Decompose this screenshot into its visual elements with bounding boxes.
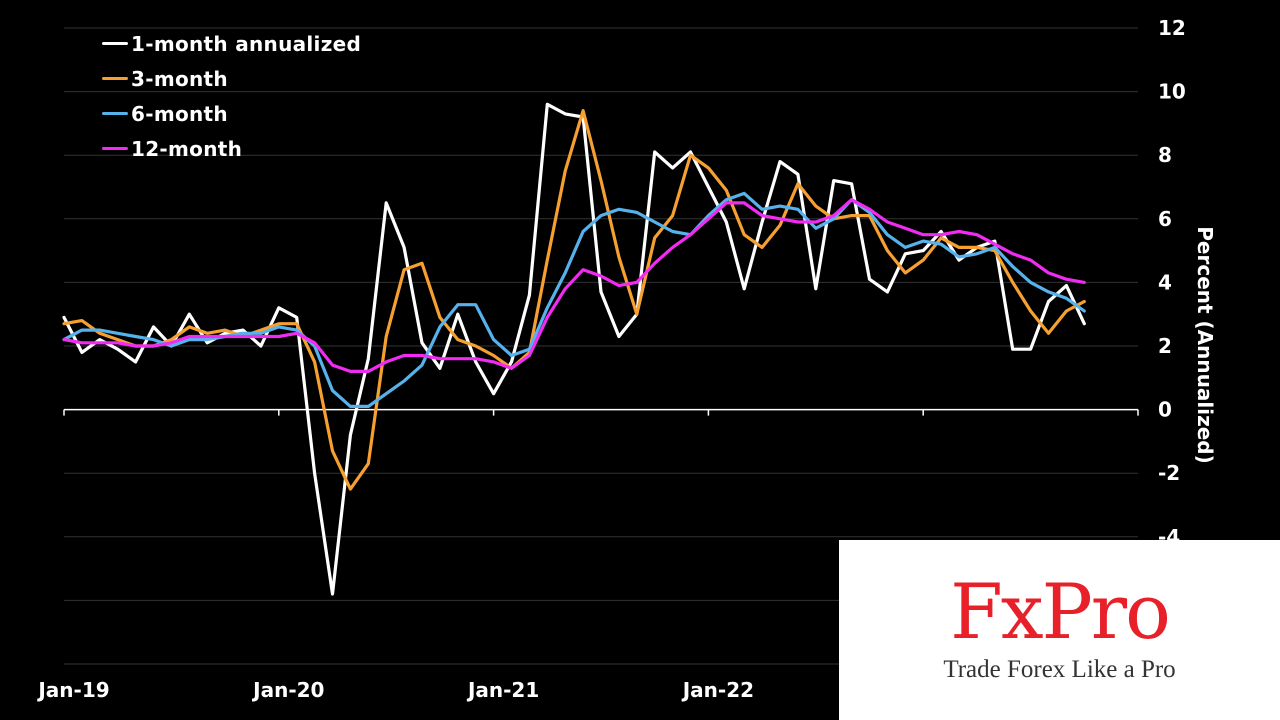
series-line-3-month: [62, 109, 1086, 491]
y-tick-label: 2: [1158, 334, 1172, 358]
legend: 1-month annualized 3-month 6-month 12-mo…: [102, 26, 361, 166]
legend-item-6-month: 6-month: [102, 96, 361, 131]
logo-tagline: Trade Forex Like a Pro: [943, 656, 1176, 683]
fxpro-logo: FxPro Trade Forex Like a Pro: [839, 540, 1280, 720]
legend-swatch-6-month: [102, 112, 128, 115]
series-line-6-month: [62, 191, 1086, 408]
x-tick-label: Jan-22: [681, 678, 754, 702]
y-tick-label: 8: [1158, 143, 1172, 167]
legend-swatch-1-month: [102, 42, 128, 45]
legend-label-12-month: 12-month: [131, 136, 243, 161]
legend-swatch-3-month: [102, 77, 128, 80]
logo-wordmark: FxPro: [950, 567, 1171, 656]
y-tick-label: 12: [1158, 16, 1186, 40]
legend-label-3-month: 3-month: [131, 66, 228, 91]
x-tick-label: Jan-19: [36, 678, 109, 702]
x-tick-label: Jan-21: [466, 678, 539, 702]
legend-swatch-12-month: [102, 147, 128, 150]
y-tick-label: 4: [1158, 270, 1172, 294]
legend-item-12-month: 12-month: [102, 131, 361, 166]
series-lines: [62, 102, 1086, 596]
legend-item-1-month: 1-month annualized: [102, 26, 361, 61]
y-axis-title: Percent (Annualized): [1193, 226, 1217, 463]
legend-label-6-month: 6-month: [131, 101, 228, 126]
legend-label-1-month: 1-month annualized: [131, 31, 362, 56]
y-tick-label: -2: [1158, 461, 1180, 485]
legend-item-3-month: 3-month: [102, 61, 361, 96]
series-line-12-month: [62, 198, 1086, 373]
y-tick-label: 0: [1158, 398, 1172, 422]
y-tick-label: 6: [1158, 207, 1172, 231]
y-tick-label: 10: [1158, 80, 1186, 104]
x-tick-label: Jan-20: [251, 678, 324, 702]
axes: [63, 408, 1139, 416]
series-line-1-month-annualized: [62, 102, 1086, 596]
